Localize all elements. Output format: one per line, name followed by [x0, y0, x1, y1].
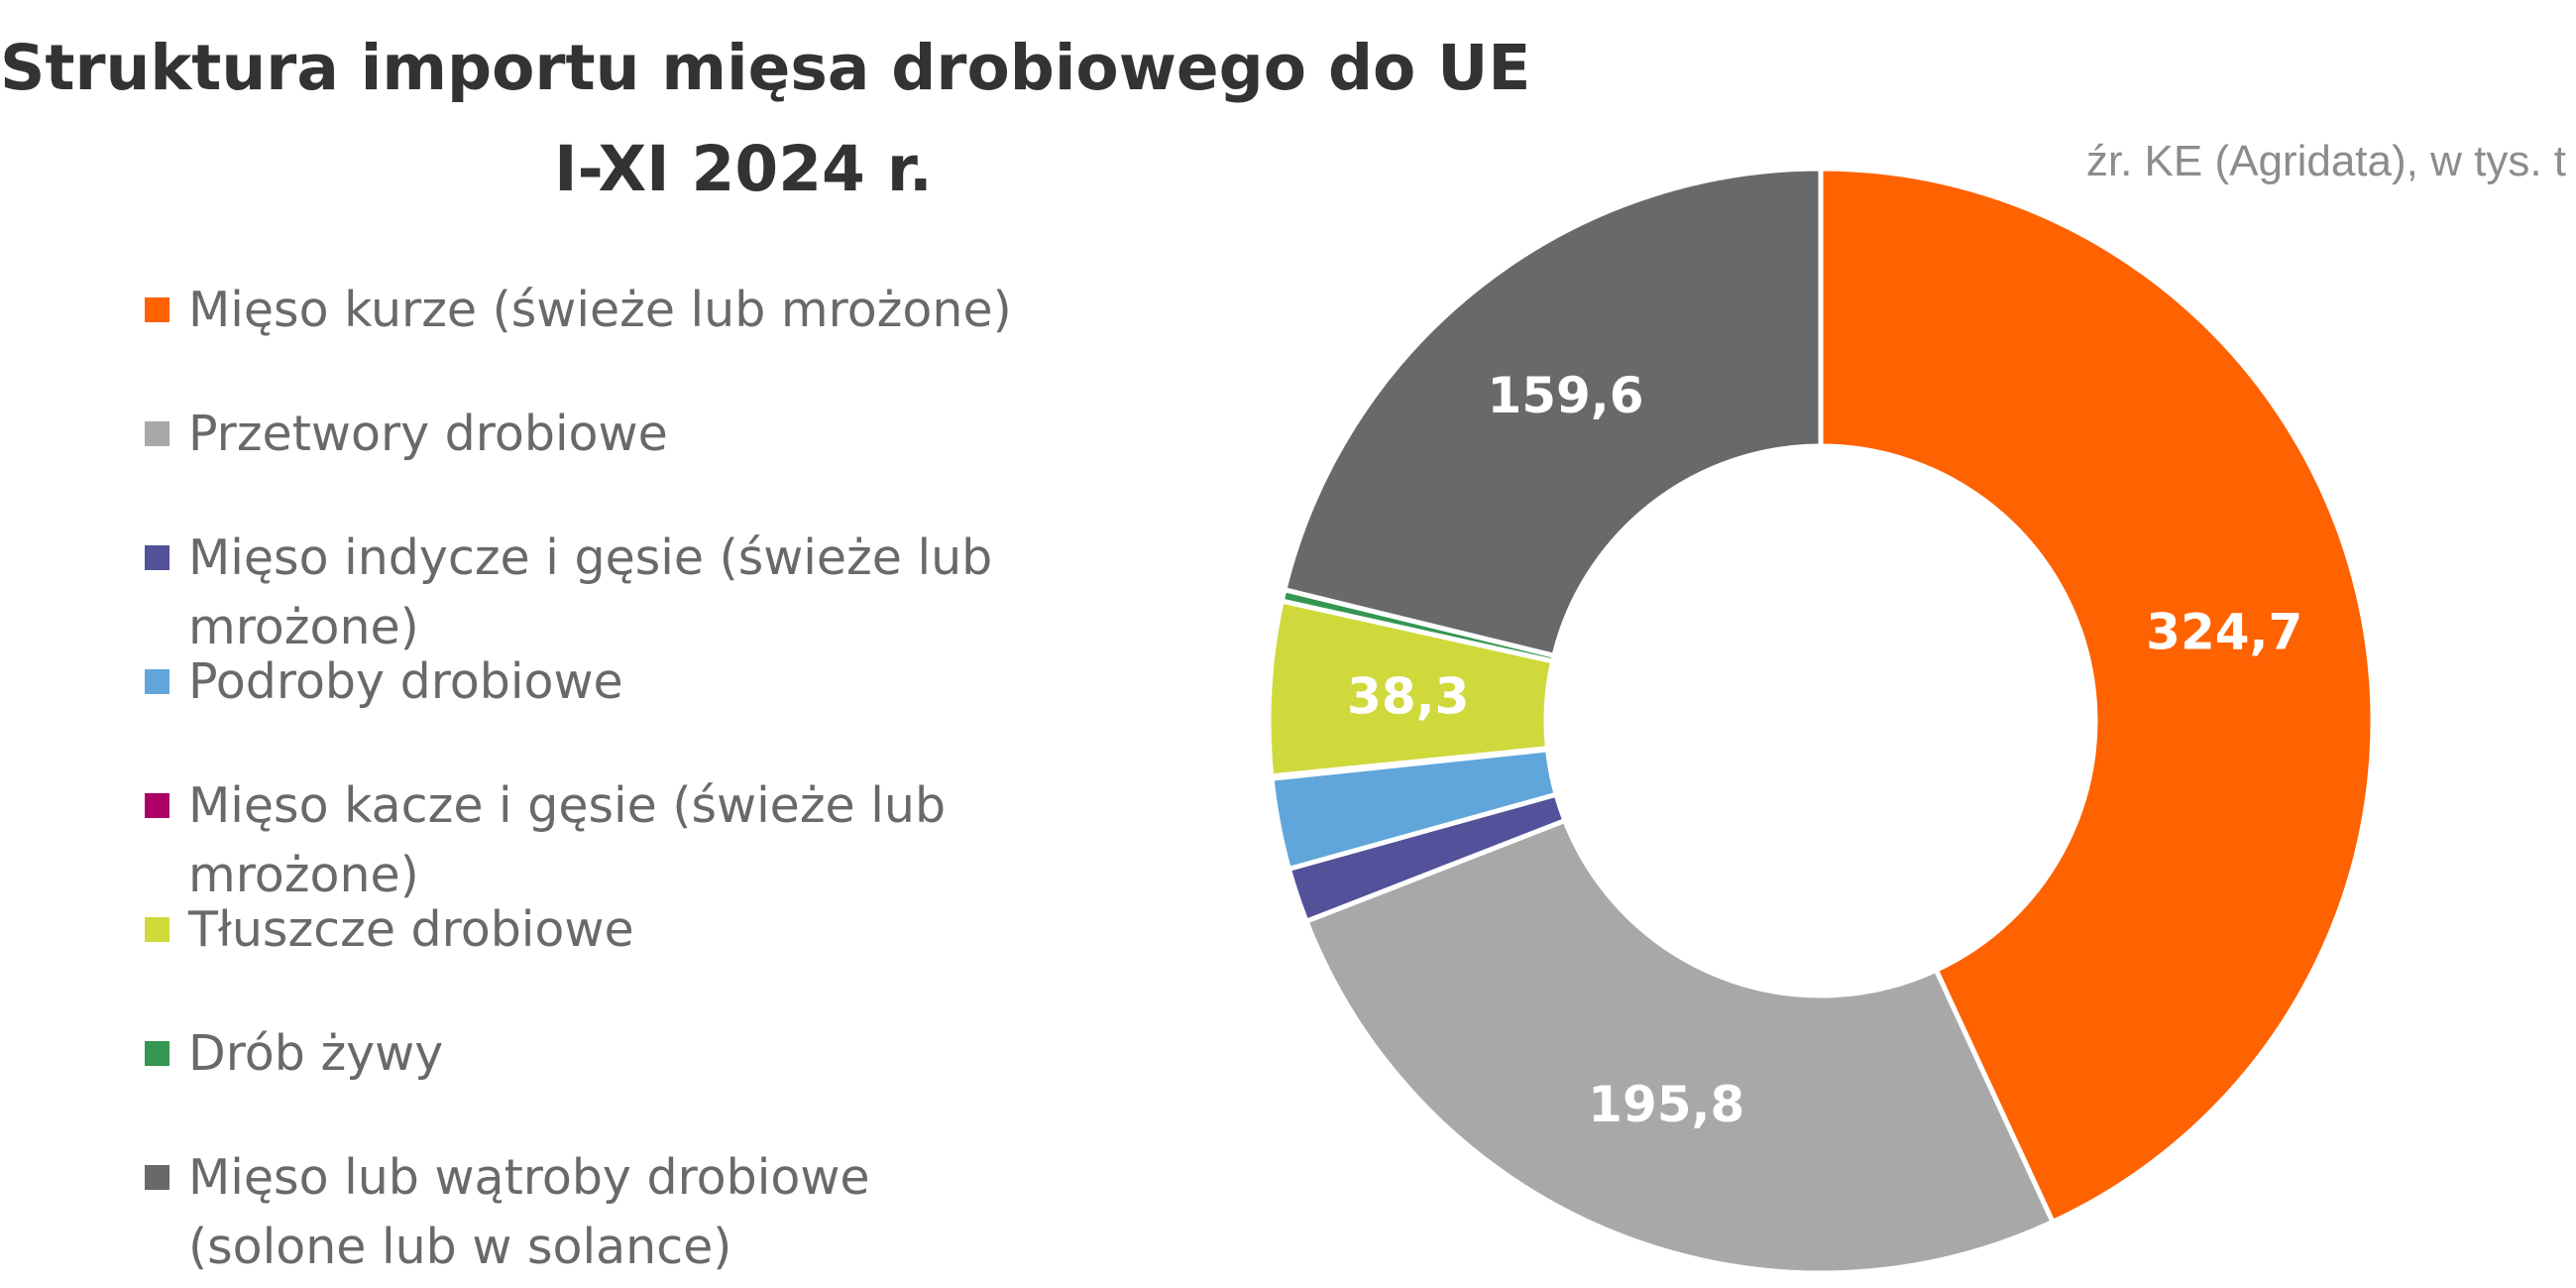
slice-value-label: 38,3 [1347, 667, 1469, 725]
donut-labels: 324,7 195,8 38,3 159,6 [1347, 367, 2302, 1133]
donut-slice [1303, 818, 2056, 1276]
slice-value-label: 159,6 [1487, 367, 1643, 424]
chart-title-line-1: Struktura importu mięsa drobiowego do UE [0, 32, 1531, 104]
legend-label: Mięso lub wątroby drobiowe (solone lub w… [188, 1149, 870, 1275]
legend-swatch [145, 1041, 169, 1066]
legend-swatch [145, 297, 169, 322]
legend-swatch [145, 793, 169, 818]
legend-label: Mięso indycze i gęsie (świeże lub mrożon… [188, 529, 993, 655]
slice-value-label: 195,8 [1588, 1076, 1744, 1133]
legend-label: Drób żywy [188, 1025, 444, 1082]
legend-label: Przetwory drobiowe [188, 406, 668, 462]
donut-slice [1818, 169, 2376, 1225]
legend-swatch [145, 421, 169, 446]
legend-swatch [145, 917, 169, 942]
chart-legend: Mięso kurze (świeże lub mrożone) Przetwo… [145, 0, 1096, 1288]
chart-title-line-2: I-XI 2024 r. [554, 133, 933, 205]
donut-slices [1266, 169, 2376, 1276]
legend-label: Tłuszcze drobiowe [188, 901, 634, 958]
donut-chart: 324,7 195,8 38,3 159,6 [1266, 169, 2376, 1276]
donut-slice [1282, 169, 1824, 658]
legend-label: Podroby drobiowe [188, 653, 623, 710]
legend-swatch [145, 669, 169, 694]
slice-value-label: 324,7 [2146, 603, 2302, 660]
legend-swatch [145, 545, 169, 570]
legend-swatch [145, 1165, 169, 1190]
chart-title: Struktura importu mięsa drobiowego do UE… [0, 18, 1531, 220]
source-note: źr. KE (Agridata), w tys. t [2085, 137, 2566, 185]
legend-label: Mięso kacze i gęsie (świeże lub mrożone) [188, 777, 947, 903]
legend-label: Mięso kurze (świeże lub mrożone) [188, 282, 1012, 338]
